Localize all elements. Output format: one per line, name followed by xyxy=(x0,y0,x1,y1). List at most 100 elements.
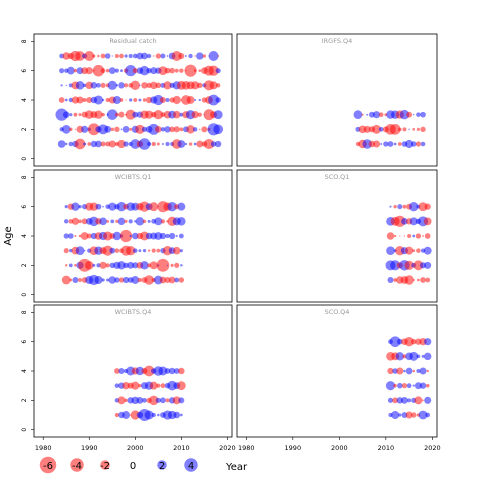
residual-bubble xyxy=(141,82,148,89)
residual-bubble xyxy=(69,113,73,117)
residual-bubble xyxy=(147,249,151,252)
residual-bubble xyxy=(114,248,120,253)
residual-bubble xyxy=(383,141,389,147)
residual-bubble xyxy=(362,139,372,149)
residual-bubble xyxy=(176,381,186,391)
x-tick-label: 1990 xyxy=(81,444,98,452)
residual-bubble xyxy=(216,83,221,88)
residual-bubble xyxy=(74,138,86,150)
residual-bubble xyxy=(89,202,99,211)
residual-bubble xyxy=(101,112,105,117)
residual-bubble xyxy=(68,97,74,103)
residual-bubble xyxy=(61,124,71,134)
residual-bubble xyxy=(141,126,148,132)
residual-bubble xyxy=(215,97,221,103)
residual-bubble xyxy=(402,204,407,209)
panel-6: SCO.Q4 1980 1990 2000 2010 2020 xyxy=(236,304,441,452)
residual-bubble xyxy=(412,127,416,131)
residual-bubble xyxy=(361,113,364,116)
residual-bubble xyxy=(188,142,193,146)
residual-bubble xyxy=(194,98,197,102)
residual-bubble xyxy=(415,233,422,239)
residual-bubble xyxy=(418,410,428,420)
residual-bubble xyxy=(406,111,413,118)
residual-bubble xyxy=(173,411,181,419)
residual-bubble xyxy=(68,233,74,239)
residual-bubble xyxy=(109,247,116,254)
residual-bubble xyxy=(146,67,152,74)
legend-bubble xyxy=(70,458,84,472)
residual-bubble xyxy=(414,396,423,405)
residual-bubble xyxy=(411,141,417,147)
residual-bubble xyxy=(387,141,394,147)
residual-bubble xyxy=(149,381,158,390)
residual-bubble xyxy=(110,127,115,132)
residual-bubble xyxy=(401,217,408,225)
residual-bubble xyxy=(160,127,166,132)
panel-2: IRGFS.Q4 xyxy=(236,33,438,167)
residual-bubble xyxy=(81,125,89,133)
residual-bubble xyxy=(208,51,219,61)
residual-bubble xyxy=(390,260,401,271)
residual-bubble xyxy=(100,141,106,147)
residual-bubble xyxy=(118,111,125,118)
residual-bubble xyxy=(387,277,394,283)
residual-bubble xyxy=(125,245,136,256)
residual-bubble xyxy=(167,201,177,212)
y-tick-label: 2 xyxy=(21,398,28,402)
residual-bubble xyxy=(148,395,159,406)
residual-bubble xyxy=(102,205,104,208)
residual-bubble xyxy=(192,127,198,132)
residual-bubble xyxy=(397,382,403,389)
residual-bubble xyxy=(178,233,184,239)
residual-bubble xyxy=(177,202,186,211)
residual-bubble xyxy=(136,396,144,404)
residual-bubble xyxy=(161,143,164,145)
y-tick-label: 6 xyxy=(21,69,28,73)
residual-bubble xyxy=(386,246,395,255)
legend-label: 4 xyxy=(188,461,194,472)
residual-bubble xyxy=(421,354,425,358)
residual-bubble xyxy=(124,54,128,58)
residual-bubble xyxy=(414,382,422,390)
residual-bubble xyxy=(156,258,170,272)
y-tick-label: 6 xyxy=(21,340,28,344)
residual-bubble xyxy=(106,109,118,120)
residual-bubble xyxy=(78,204,82,209)
residual-bubble xyxy=(100,82,106,88)
residual-bubble xyxy=(124,219,128,223)
residual-bubble xyxy=(85,81,93,90)
residual-bubble xyxy=(402,127,407,132)
residual-bubble xyxy=(424,338,432,346)
residual-bubble xyxy=(93,95,103,105)
residual-bubble xyxy=(137,277,143,283)
residual-bubble xyxy=(179,112,184,117)
residual-bubble xyxy=(69,278,73,282)
residual-bubble xyxy=(168,367,176,375)
residual-bubble xyxy=(105,97,110,103)
residual-bubble xyxy=(180,264,183,267)
residual-bubble xyxy=(122,276,130,284)
residual-bubble xyxy=(160,383,166,389)
residual-bubble xyxy=(420,111,426,118)
residual-bubble xyxy=(186,125,195,134)
residual-bubble xyxy=(164,277,171,283)
residual-bubble xyxy=(426,369,429,373)
residual-bubble xyxy=(389,123,401,135)
residual-bubble xyxy=(178,367,185,375)
residual-bubble xyxy=(393,204,397,209)
y-tick-label: 2 xyxy=(21,263,28,267)
residual-bubble xyxy=(74,264,77,267)
legend-label: 2 xyxy=(159,461,165,472)
residual-bubble xyxy=(387,397,394,403)
residual-bubble xyxy=(419,367,427,375)
residual-bubble xyxy=(92,54,96,58)
residual-bubble xyxy=(111,55,113,57)
residual-bubble xyxy=(135,366,145,376)
residual-bubble xyxy=(153,94,164,106)
residual-bubble xyxy=(191,111,199,119)
residual-bubble xyxy=(389,336,401,348)
residual-bubble xyxy=(89,216,99,227)
residual-bubble xyxy=(117,217,126,226)
residual-bubble xyxy=(151,412,156,418)
